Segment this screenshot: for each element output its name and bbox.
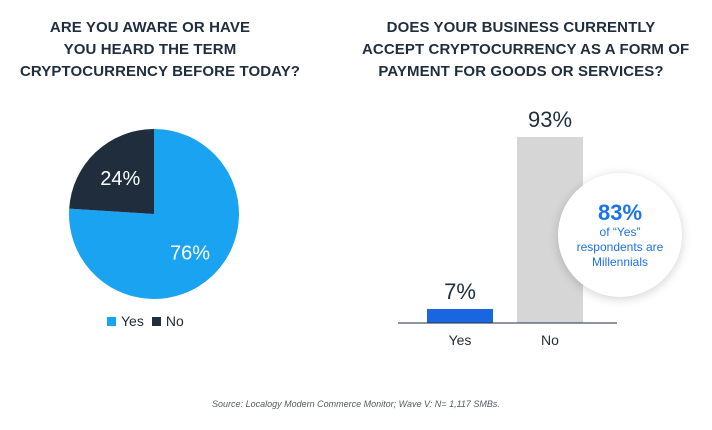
pie-slice-no xyxy=(69,129,154,214)
legend-label-yes: Yes xyxy=(121,313,144,329)
legend-item-no: No xyxy=(151,313,184,329)
bar-title-line: ACCEPT CRYPTOCURRENCY AS A FORM OF xyxy=(362,41,690,58)
bar-value-label-yes: 7% xyxy=(444,279,476,304)
pie-label-yes: 76% xyxy=(170,242,210,264)
legend-label-no: No xyxy=(165,313,184,329)
bar-yes xyxy=(427,309,493,323)
pie-label-no: 24% xyxy=(100,168,140,190)
callout-percent: 83% xyxy=(597,199,643,225)
pie-title-line: CRYPTOCURRENCY BEFORE TODAY? xyxy=(20,63,301,80)
legend-item-yes: Yes xyxy=(107,313,144,329)
pie-title-line: ARE YOU AWARE OR HAVE xyxy=(49,19,251,36)
pie-legend: Yes No xyxy=(107,313,184,329)
source-note: Source: Localogy Modern Commerce Monitor… xyxy=(212,399,500,409)
callout-line: of “Yes” xyxy=(599,224,641,239)
pie-chart-title: ARE YOU AWARE OR HAVE YOU HEARD THE TERM… xyxy=(20,17,301,83)
legend-swatch-no xyxy=(151,316,161,326)
bar-title-line: PAYMENT FOR GOODS OR SERVICES? xyxy=(378,63,664,80)
bar-category-label-no: No xyxy=(541,332,559,348)
callout-line: Millennials xyxy=(591,254,649,269)
millennials-callout: 83% of “Yes” respondents are Millennials xyxy=(558,173,682,297)
bar-category-label-yes: Yes xyxy=(449,332,472,348)
legend-swatch-yes xyxy=(107,316,116,326)
bar-value-label-no: 93% xyxy=(528,107,572,132)
bar-title-line: DOES YOUR BUSINESS CURRENTLY xyxy=(386,19,656,36)
callout-line: respondents are xyxy=(576,239,664,254)
bar-chart-title: DOES YOUR BUSINESS CURRENTLY ACCEPT CRYP… xyxy=(362,17,690,83)
pie-title-line: YOU HEARD THE TERM xyxy=(63,41,237,58)
